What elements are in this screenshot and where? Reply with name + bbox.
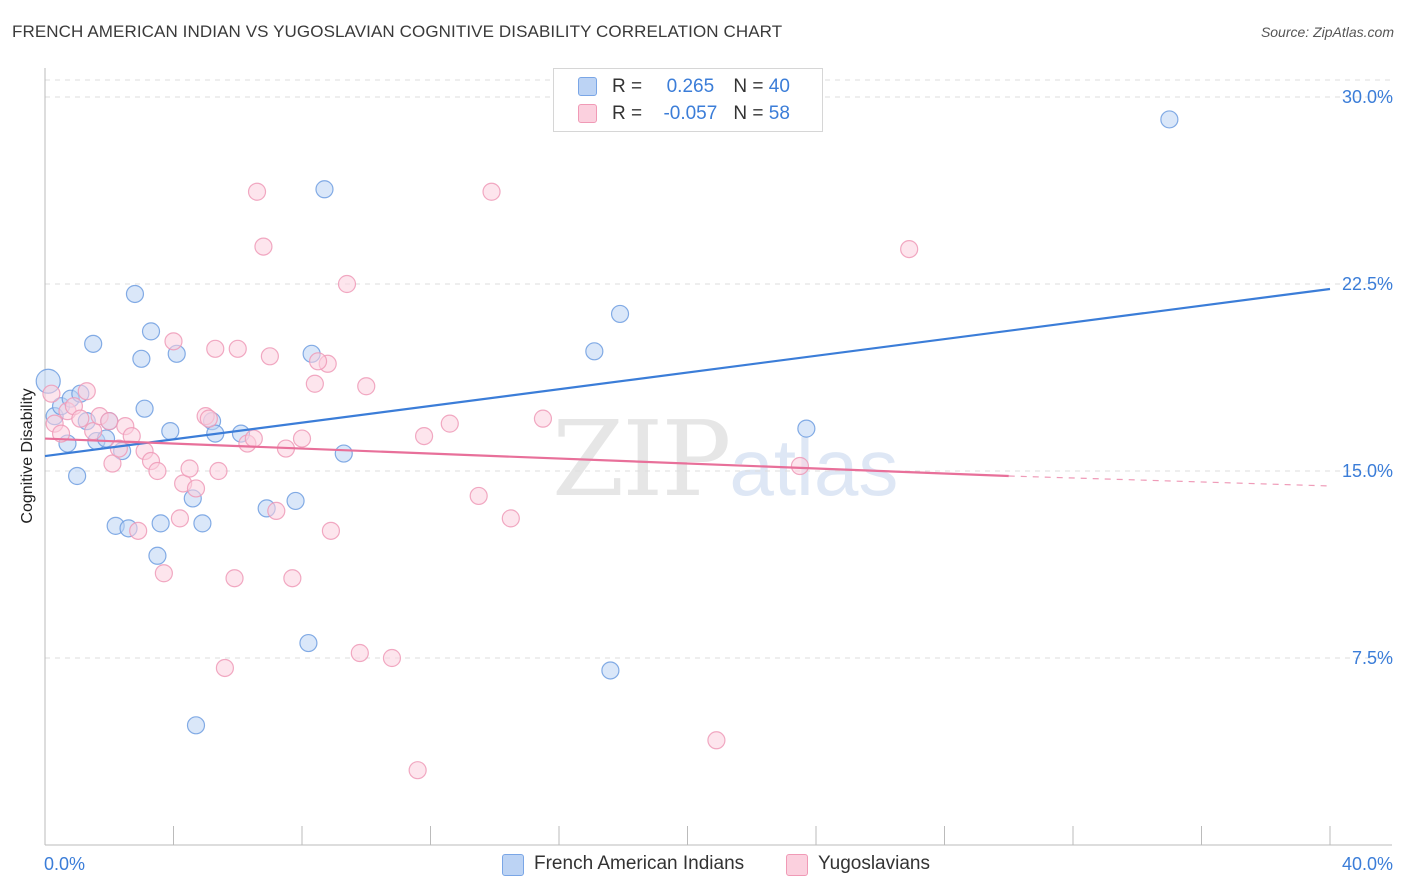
n-label: N = [733,76,769,97]
legend-label: Yugoslavians [818,853,930,874]
data-point [164,332,183,351]
data-point [244,429,263,448]
n-label: N = [733,103,769,124]
data-point [585,342,604,361]
data-point [321,521,341,540]
data-point [154,564,173,583]
legend-swatch-pink [786,854,808,876]
y-tick-label: 30.0% [1342,87,1393,107]
data-point [337,274,357,294]
data-point [286,491,305,511]
data-point [225,569,244,588]
data-point [77,382,96,401]
data-point [292,429,312,448]
data-point [254,237,273,256]
data-point [71,409,90,428]
data-point [84,334,103,353]
data-point [148,461,167,481]
n-value: 58 [768,103,790,124]
data-point [129,521,148,540]
data-point [170,509,190,528]
data-point [797,419,816,438]
correlation-legend: R = 0.265 N = 40 R = -0.057 N = 58 [553,68,823,132]
data-point [707,731,726,750]
data-point [206,339,225,358]
data-point [283,569,302,588]
y-tick-label: 15.0% [1342,461,1393,481]
data-point [42,384,61,403]
data-point [135,399,154,418]
data-point [408,761,427,780]
data-point [193,514,212,533]
legend-swatch-blue [502,854,524,876]
data-point [151,514,170,533]
data-point [357,377,376,396]
data-point [247,182,267,201]
y-tick-label: 22.5% [1342,274,1393,294]
trend-lines [44,287,1331,487]
data-point [790,456,810,476]
data-point [180,459,199,478]
data-point [440,414,459,433]
data-point [533,409,553,428]
data-point [100,412,119,431]
data-point [103,454,122,473]
data-point [414,426,434,446]
data-point [215,658,234,678]
r-label: R = [612,103,648,124]
data-point [125,284,145,304]
data-point [228,339,247,358]
data-point [51,424,71,443]
data-point [148,546,167,565]
data-point [334,444,353,463]
data-point [199,409,218,428]
data-point [186,716,206,735]
data-point [469,486,488,506]
trend-line-french-american-indians [44,287,1331,458]
r-value: -0.057 [663,103,718,124]
data-point [161,422,180,441]
data-point [209,461,228,481]
axes [44,68,1392,846]
data-point [610,304,630,324]
tick-labels: 7.5% 15.0% 22.5% 30.0% 0.0% 40.0% [44,87,1393,874]
data-point [305,374,324,393]
data-point [186,479,206,498]
data-point [482,182,501,201]
chart-title: FRENCH AMERICAN INDIAN VS YUGOSLAVIAN CO… [12,22,783,41]
data-point [141,322,161,341]
legend-label: French American Indians [534,853,745,874]
data-point [350,643,369,663]
data-point [132,349,151,368]
data-point [1160,110,1179,129]
data-point [900,239,919,259]
data-point [267,501,286,520]
data-point [308,352,328,371]
x-tick-label: 40.0% [1342,854,1393,874]
trend-line-yugoslavians-extension [1008,475,1331,487]
y-tick-label: 7.5% [1352,648,1393,668]
x-tick-label: 0.0% [44,854,85,874]
r-value: 0.265 [666,76,715,97]
data-point [299,633,318,653]
r-label: R = [612,76,648,97]
data-point [68,466,87,486]
series-yugoslavians [42,182,919,780]
data-point [501,509,520,528]
legend-swatch-blue [578,77,597,96]
data-point [382,648,402,668]
n-value: 40 [768,76,790,97]
legend-swatch-pink [578,104,597,123]
data-point [315,180,334,199]
data-point [260,347,279,366]
trend-line-yugoslavians [44,437,1009,478]
series-legend: French American Indians Yugoslavians [0,852,1406,878]
source-label: Source: ZipAtlas.com [1260,24,1394,40]
data-point [601,661,620,680]
